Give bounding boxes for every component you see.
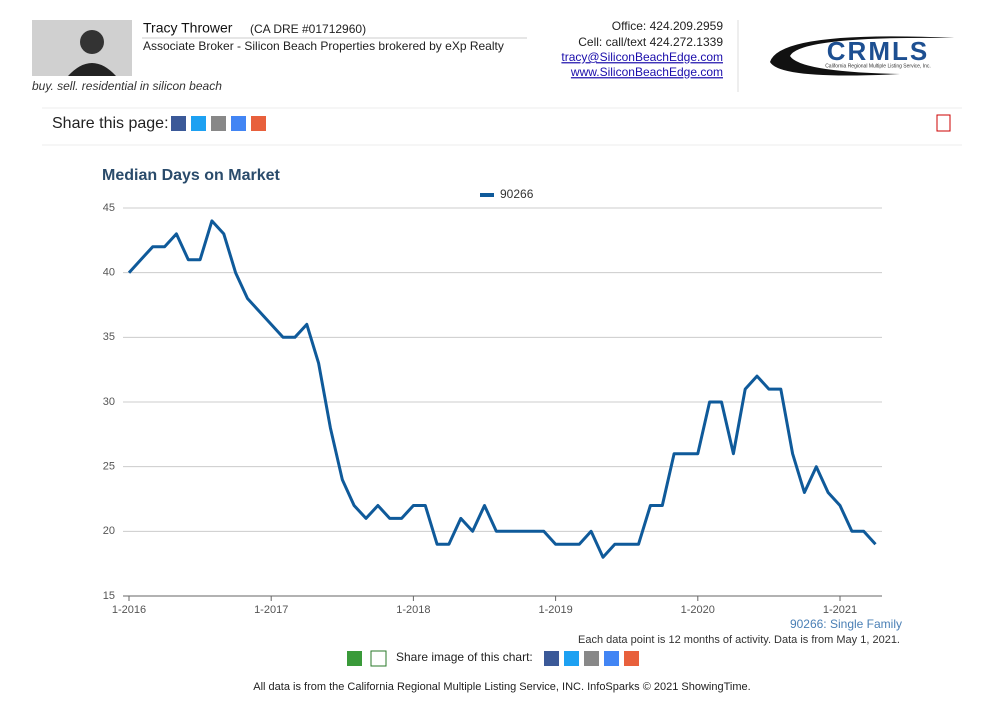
logo-subtext: California Regional Multiple Listing Ser… xyxy=(825,63,931,69)
x-tick-label: 1-2020 xyxy=(681,604,715,616)
data-line xyxy=(127,219,877,559)
data-note: Each data point is 12 months of activity… xyxy=(578,634,900,646)
logo-text: CRMLS xyxy=(827,36,929,66)
x-tick-label: 1-2018 xyxy=(396,604,430,616)
x-tick-label: 1-2019 xyxy=(538,604,572,616)
chart-title: Median Days on Market xyxy=(102,167,281,184)
share-page-label: Share this page: xyxy=(52,115,169,132)
website-link[interactable]: www.SiliconBeachEdge.com xyxy=(570,65,723,79)
pdf-icon[interactable] xyxy=(936,114,951,132)
y-tick-label: 30 xyxy=(103,396,115,408)
tagline: buy. sell. residential in silicon beach xyxy=(32,79,222,93)
x-tick-label: 1-2016 xyxy=(112,604,146,616)
facebook-icon[interactable] xyxy=(171,116,186,131)
share-image-label: Share image of this chart: xyxy=(396,650,533,664)
email-icon[interactable] xyxy=(584,651,599,666)
chart: 15 20 25 30 35 40 45 1-2016 1-2017 1-2018 1-2019 1-… xyxy=(103,187,882,616)
share-chart-icons xyxy=(544,651,639,666)
agent-license: (CA DRE #01712960) xyxy=(250,22,366,36)
photo-body xyxy=(68,63,116,76)
email-icon[interactable] xyxy=(211,116,226,131)
share-page-icons xyxy=(171,116,266,131)
legend-label: 90266 xyxy=(500,187,534,201)
office-phone: Office: 424.209.2959 xyxy=(612,19,724,33)
email-link[interactable]: tracy@SiliconBeachEdge.com xyxy=(561,50,723,64)
facebook-icon[interactable] xyxy=(544,651,559,666)
agent-name: Tracy Thrower xyxy=(143,20,233,36)
y-tick-label: 20 xyxy=(103,525,115,537)
series-note: 90266: Single Family xyxy=(790,617,902,631)
excel-icon[interactable] xyxy=(370,650,387,667)
twitter-icon[interactable] xyxy=(191,116,206,131)
photo-head xyxy=(80,30,104,54)
agent-role: Associate Broker - Silicon Beach Propert… xyxy=(143,39,504,53)
y-tick-label: 40 xyxy=(103,267,115,279)
plus-icon[interactable] xyxy=(251,116,266,131)
cell-phone: Cell: call/text 424.272.1339 xyxy=(578,35,723,49)
y-tick-label: 45 xyxy=(103,202,115,214)
footer: All data is from the California Regional… xyxy=(253,681,750,693)
share-chart-icon[interactable] xyxy=(347,651,362,666)
plus-icon[interactable] xyxy=(624,651,639,666)
y-tick-label: 25 xyxy=(103,461,115,473)
x-tick-label: 1-2017 xyxy=(254,604,288,616)
twitter-icon[interactable] xyxy=(564,651,579,666)
y-tick-label: 35 xyxy=(103,331,115,343)
google-icon[interactable] xyxy=(604,651,619,666)
y-tick-label: 15 xyxy=(103,590,115,602)
x-tick-label: 1-2021 xyxy=(823,604,857,616)
google-icon[interactable] xyxy=(231,116,246,131)
